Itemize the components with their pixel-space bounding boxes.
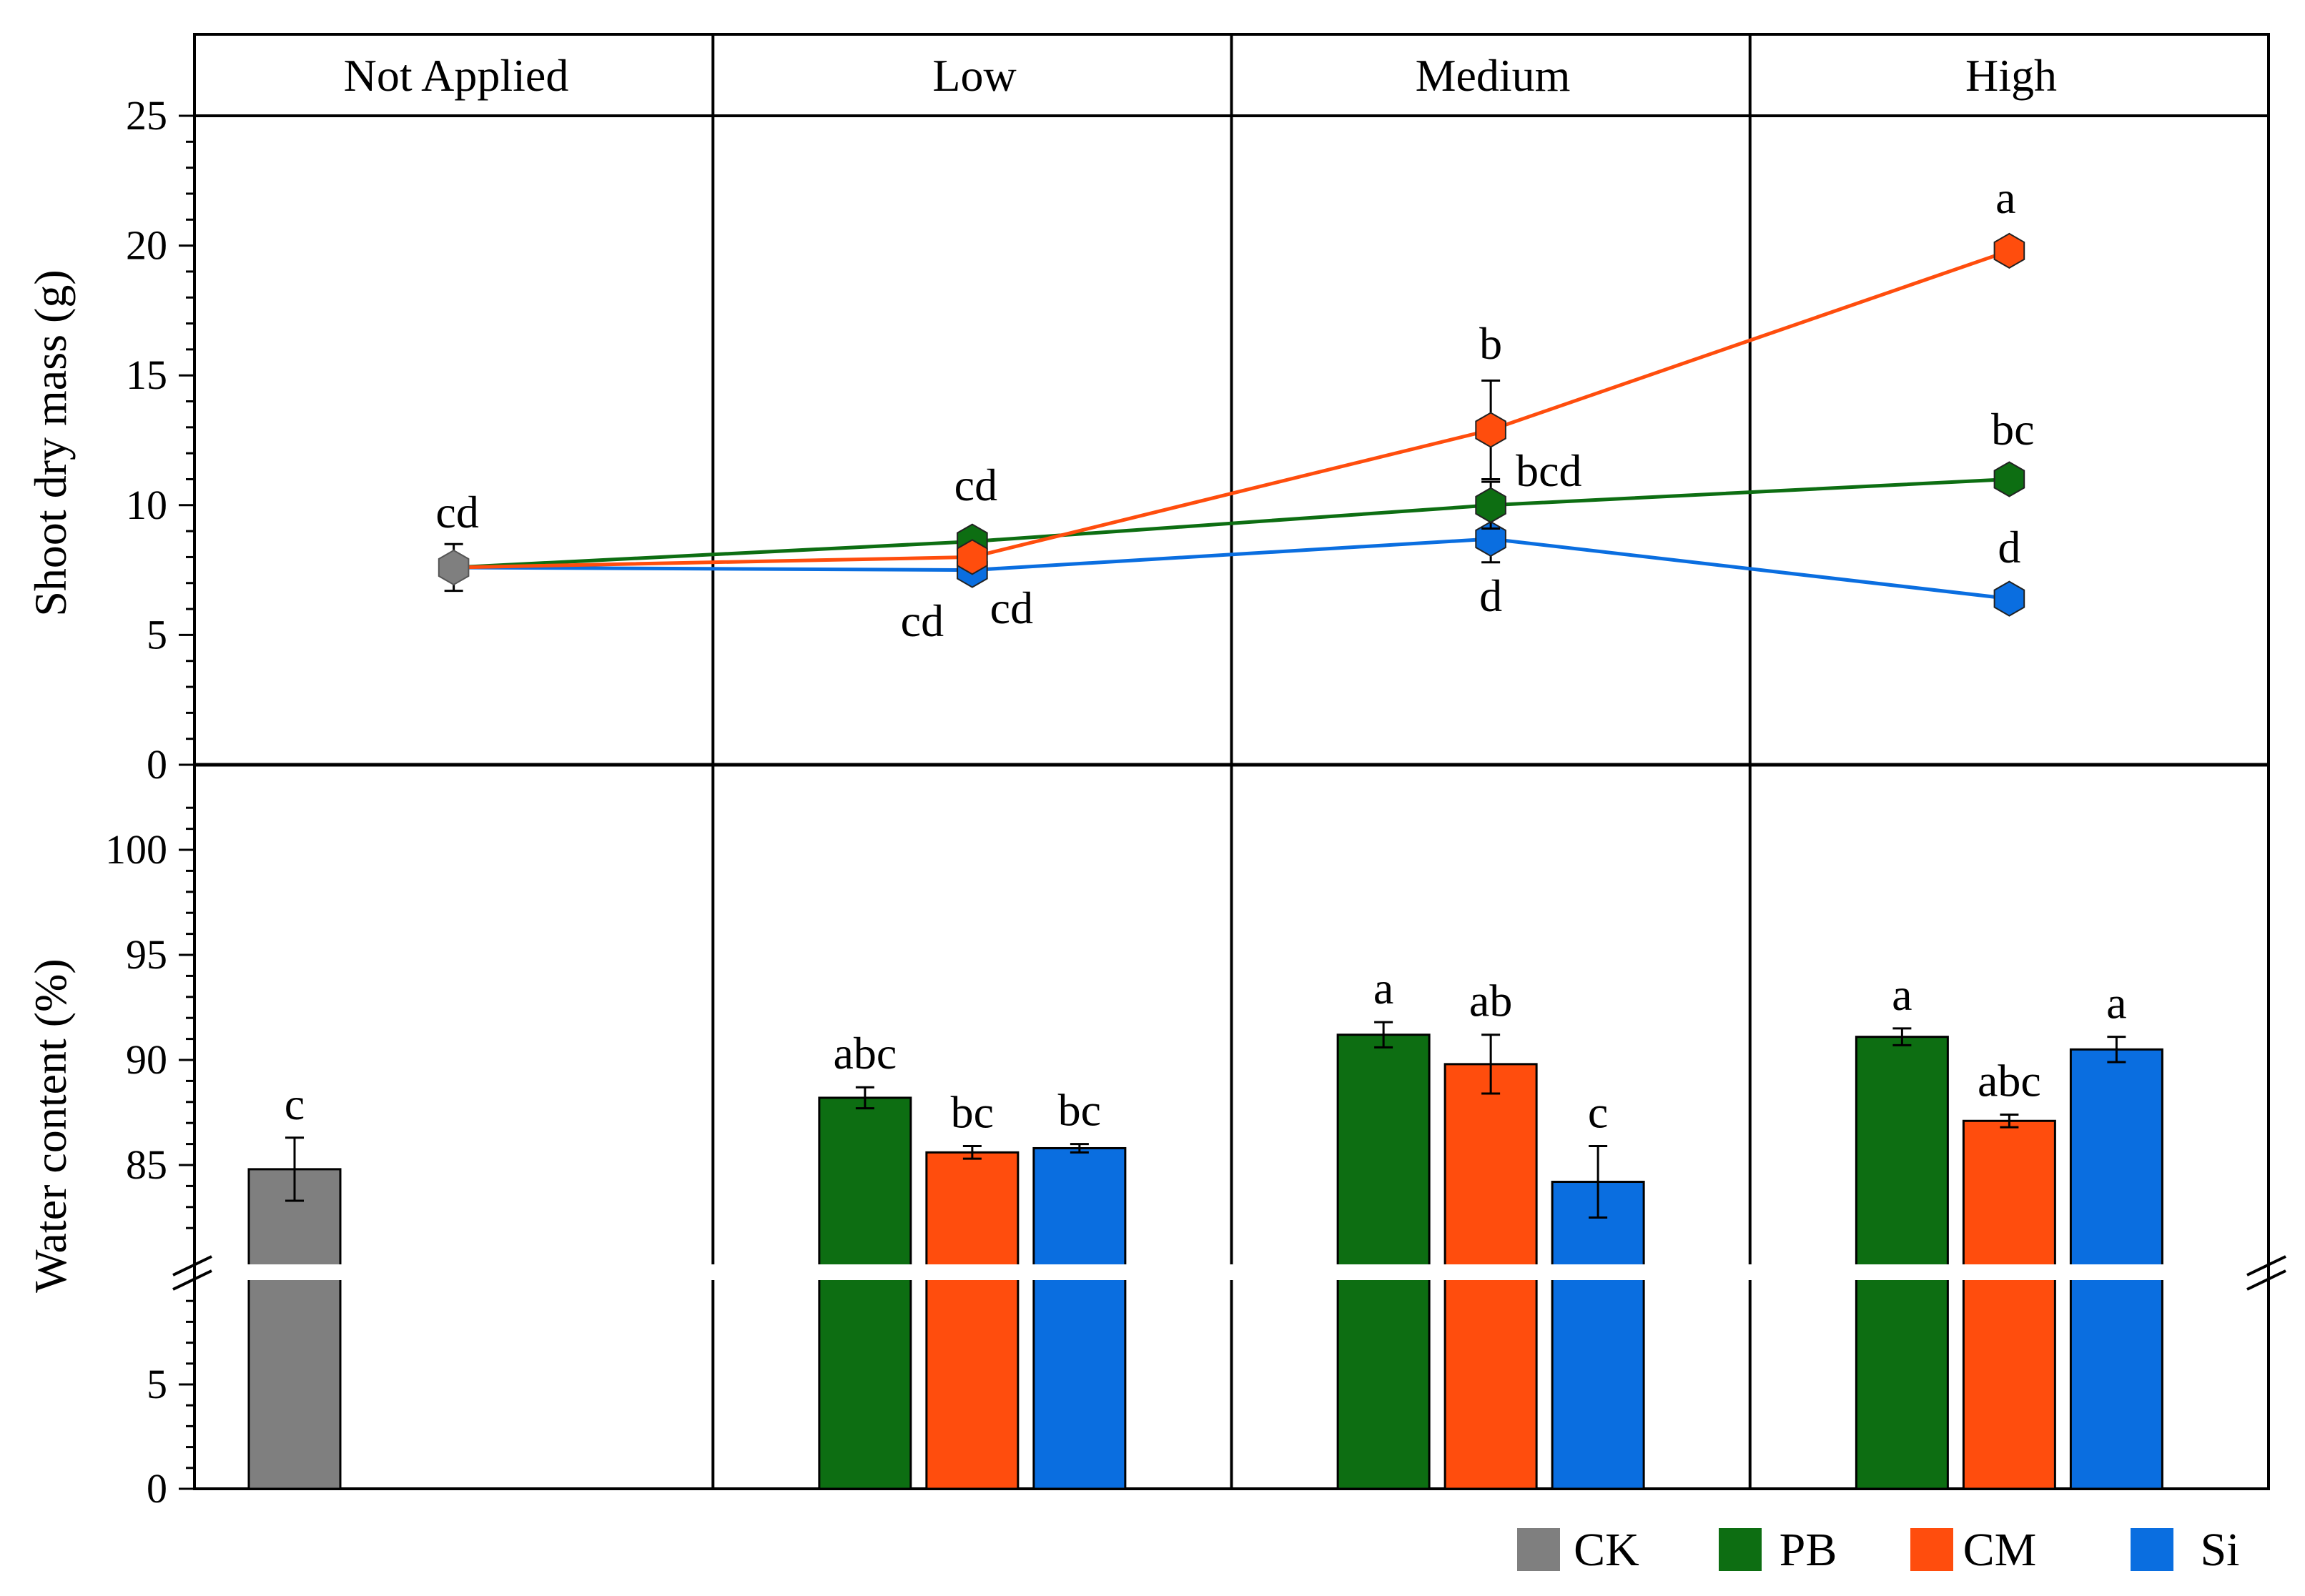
significance-label: abc [833,1028,897,1079]
bottom-y-axis-label: Water content (%) [25,958,76,1293]
legend-label-cm: CM [1963,1524,2037,1576]
legend-label-pb: PB [1780,1524,1837,1576]
significance-label: bc [951,1087,994,1138]
panel-header-low: Low [932,50,1016,101]
y-tick-label: 10 [126,482,167,528]
bar [818,1096,912,1490]
legend-swatch-pb [1719,1528,1762,1571]
panel-header-medium: Medium [1416,50,1571,101]
significance-label: b [1479,318,1502,369]
y-tick-label: 95 [126,931,167,978]
y-tick-label: 0 [147,741,167,788]
significance-label: c [1588,1087,1608,1138]
significance-label: cd [954,460,997,510]
legend: CK PB CM Si [1517,1524,2240,1576]
y-tick-label: 0 [147,1465,167,1512]
data-point-pb [1993,461,2025,497]
axis-break-mark [172,1269,212,1291]
series-line-cm [453,249,2010,570]
data-point-cm [1993,232,2025,269]
significance-label: d [1998,522,2020,573]
chart-frame [193,33,2270,1490]
top-y-axis: 0 5 10 15 20 25 [126,92,194,788]
bar [1032,1146,1127,1490]
data-point-cm [1475,412,1506,448]
y-tick-label: 100 [105,826,167,873]
significance-label: c [285,1079,305,1129]
significance-label: cd [990,583,1033,633]
y-tick-label: 5 [147,611,167,658]
bar [1336,1034,1431,1490]
legend-swatch-si [2131,1528,2173,1571]
significance-label: a [1995,172,2015,223]
axis-break-mark [2246,1269,2286,1291]
axis-break-band [198,1264,2265,1280]
legend-swatch-ck [1517,1528,1560,1571]
significance-label: bcd [1516,445,1581,496]
y-tick-label: 15 [126,352,167,398]
significance-label: a [1892,969,1912,1020]
series-line-si [453,537,2010,601]
significance-label: cd [435,487,478,537]
data-point-cm [957,539,988,575]
axis-break-mark [2246,1255,2286,1277]
data-point-ck [438,549,470,586]
y-tick-label: 25 [126,92,167,139]
bar [925,1151,1020,1490]
legend-label-si: Si [2200,1524,2239,1576]
significance-label: bc [1058,1085,1101,1136]
significance-label: d [1479,570,1502,621]
y-tick-label: 85 [126,1141,167,1188]
y-tick-label: 5 [147,1361,167,1407]
significance-label: abc [1978,1055,2041,1106]
axis-break-mark [172,1255,212,1277]
y-tick-label: 20 [126,222,167,269]
significance-label: bc [1991,404,2034,455]
bar [247,1168,342,1490]
significance-label: ab [1469,976,1512,1026]
bar [1962,1119,2056,1490]
series-line-pb [453,477,2010,570]
significance-label: a [1373,963,1393,1013]
significance-label: cd [901,595,944,646]
legend-label-ck: CK [1574,1524,1639,1576]
panel-header-not-applied: Not Applied [344,50,569,101]
data-point-si [1475,520,1506,557]
significance-label: a [2106,978,2126,1029]
panel-headers: Not Applied Low Medium High [344,50,2057,101]
top-y-axis-label: Shoot dry mass (g) [25,269,76,616]
legend-swatch-cm [1910,1528,1953,1571]
y-tick-label: 90 [126,1036,167,1083]
bar [1855,1036,1949,1490]
data-point-pb [1475,487,1506,523]
panel-header-high: High [1965,50,2057,101]
bottom-y-axis: 0 5 85 90 95 100 [105,806,194,1512]
data-point-si [1993,580,2025,617]
bar [1551,1181,1645,1490]
